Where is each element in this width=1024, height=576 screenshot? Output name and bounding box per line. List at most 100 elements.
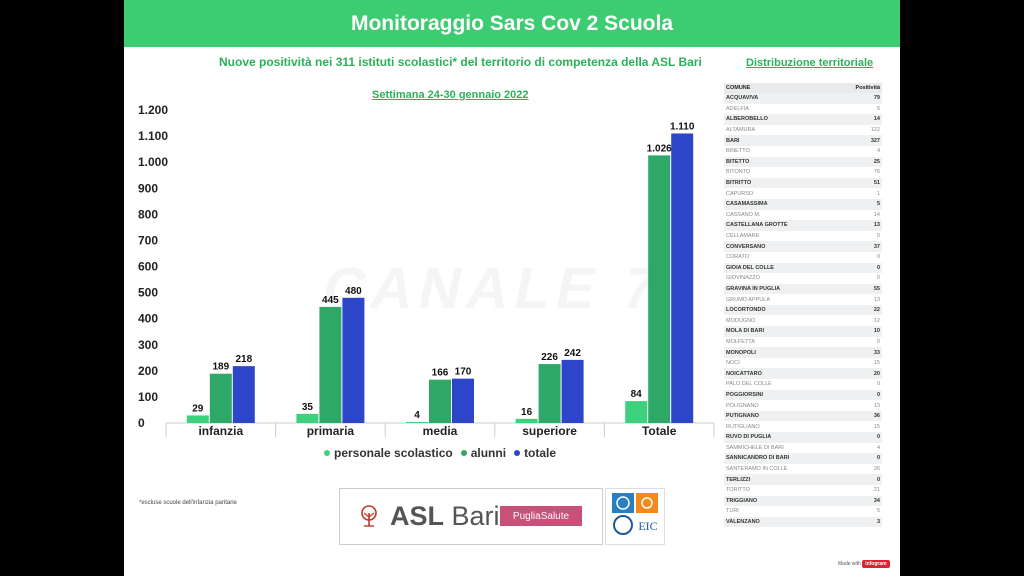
bar-alunni-totale (648, 155, 671, 423)
legend-item-alunni: alunni (460, 446, 506, 460)
bar-chart: 0 100 200 300 400 500 600 700 800 900 1.000 1.100 1.… (124, 100, 724, 470)
comune-name: ALTAMURA (726, 127, 756, 134)
comune-name: GIOIA DEL COLLE (726, 264, 774, 271)
data-label: 242 (564, 348, 581, 359)
positivita-value: 0 (876, 455, 880, 462)
comune-name: CELLAMARE (726, 233, 760, 240)
positivita-value: 0 (876, 391, 880, 398)
chart-subtitle: Nuove positività nei 311 istituti scolas… (219, 55, 702, 69)
comune-name: VALENZANO (726, 519, 760, 526)
eic-logo: EIC (605, 488, 665, 545)
infogram-brand: infogram (862, 560, 890, 568)
table-row: PUTIGNANO 36 (724, 410, 882, 422)
table-row: MONOPOLI 33 (724, 347, 882, 358)
y-tick-label: 1.200 (138, 103, 168, 117)
data-label: 480 (345, 286, 362, 297)
bar-alunni-superiore (538, 364, 561, 423)
y-tick-label: 900 (138, 181, 158, 195)
positivita-value: 34 (873, 497, 880, 504)
y-tick-label: 800 (138, 207, 158, 221)
positivita-value: 12 (873, 317, 880, 324)
asl-bari-wordmark: ASL Bari (390, 501, 500, 532)
table-row: POGGIORSINI 0 (724, 389, 882, 401)
table-row: SANNICANDRO DI BARI 0 (724, 453, 882, 464)
comune-name: GRUMO APPULA (726, 296, 771, 303)
table-row: SANTERAMO IN COLLE 26 (724, 463, 882, 475)
comune-name: SAMMICHELE DI BARI (726, 444, 784, 451)
positivita-value: 36 (873, 413, 880, 420)
positivita-value: 0 (876, 338, 880, 345)
data-label: 189 (212, 362, 229, 373)
comune-name: CORATO (726, 254, 750, 261)
comune-name: BITONTO (726, 169, 751, 176)
comune-name: CAPURSO (726, 190, 754, 197)
positivita-value: 37 (873, 243, 880, 250)
infographic-slide: Monitoraggio Sars Cov 2 Scuola CANALE 7 … (124, 0, 900, 576)
positivita-value: 15 (873, 423, 880, 430)
week-label: Settimana 24-30 gennaio 2022 (372, 89, 529, 101)
positivita-value: 79 (873, 95, 880, 102)
table-row: PALO DEL COLLE 0 (724, 379, 882, 390)
data-label: 1.026 (647, 143, 672, 154)
made-with-badge: Made with infogram (838, 560, 890, 568)
x-tick-label: infanzia (198, 424, 243, 438)
table-row: GIOIA DEL COLLE 0 (724, 262, 882, 274)
table-row: MOLA DI BARI 10 (724, 326, 882, 337)
y-tick-label: 700 (138, 233, 158, 247)
comune-name: BARI (726, 137, 740, 144)
table-row: CASAMASSIMA 5 (724, 198, 882, 210)
comune-name: CASAMASSIMA (726, 201, 768, 208)
table-row: MOLFETTA 0 (724, 336, 882, 348)
table-row: TORITTO 21 (724, 484, 882, 496)
table-row: GRUMO APPULA 13 (724, 294, 882, 305)
positivita-value: 0 (876, 233, 880, 240)
table-row: GRAVINA IN PUGLIA 55 (724, 283, 882, 295)
y-tick-label: 200 (138, 364, 158, 378)
header-bar: Monitoraggio Sars Cov 2 Scuola (124, 0, 900, 47)
table-body: ACQUAVIVA 79 ADELFIA 5 ALBEROBELLO 14 ALTAMURA… (724, 93, 882, 528)
table-header: COMUNE Positività (724, 83, 882, 93)
col-positivita: Positività (855, 85, 880, 91)
table-row: NOCI 15 (724, 357, 882, 369)
territorial-table: COMUNE Positività ACQUAVIVA 79 ADELFIA 5 ALB… (724, 83, 882, 528)
table-row: VALENZANO 3 (724, 516, 882, 528)
positivita-value: 3 (876, 519, 880, 526)
asl-word: ASL (390, 501, 444, 531)
comune-name: TURI (726, 508, 739, 515)
positivita-value: 5 (876, 105, 880, 112)
positivita-value: 0 (876, 264, 880, 271)
positivita-value: 1 (876, 190, 880, 197)
positivita-value: 26 (873, 466, 880, 473)
asl-bari-logo: ASL Bari PugliaSalute (339, 488, 603, 545)
positivita-value: 0 (876, 381, 880, 388)
comune-name: TORITTO (726, 487, 750, 494)
table-row: BARI 327 (724, 135, 882, 146)
table-row: TURI 5 (724, 506, 882, 517)
bar-personale-scolastico-superiore (515, 418, 538, 423)
y-tick-label: 1.000 (138, 155, 168, 169)
positivita-value: 327 (870, 137, 880, 144)
comune-name: GIOVINAZZO (726, 275, 760, 282)
data-label: 166 (432, 368, 449, 379)
x-tick-label: Totale (642, 424, 677, 438)
table-row: BITONTO 76 (724, 167, 882, 178)
positivita-value: 22 (873, 307, 880, 314)
table-row: NOICATTARO 20 (724, 368, 882, 380)
table-row: ADELFIA 5 (724, 103, 882, 115)
data-label: 16 (521, 407, 533, 418)
positivita-value: 14 (873, 211, 880, 218)
comune-name: POGGIORSINI (726, 391, 763, 398)
table-row: TERLIZZI 0 (724, 474, 882, 485)
table-row: ALBEROBELLO 14 (724, 114, 882, 125)
positivita-value: 15 (873, 360, 880, 367)
comune-name: BINETTO (726, 148, 750, 155)
comune-name: CONVERSANO (726, 243, 766, 250)
page-title: Monitoraggio Sars Cov 2 Scuola (350, 11, 674, 35)
bar-personale-scolastico-primaria (296, 413, 319, 423)
legend-dot-alunni (460, 450, 467, 456)
bar-totale-superiore (561, 359, 584, 423)
positivita-value: 0 (876, 476, 880, 483)
positivita-value: 21 (873, 487, 880, 494)
comune-name: TRIGGIANO (726, 497, 758, 504)
footnote: *escluse scuole dell'infanzia paritarie (139, 500, 237, 506)
